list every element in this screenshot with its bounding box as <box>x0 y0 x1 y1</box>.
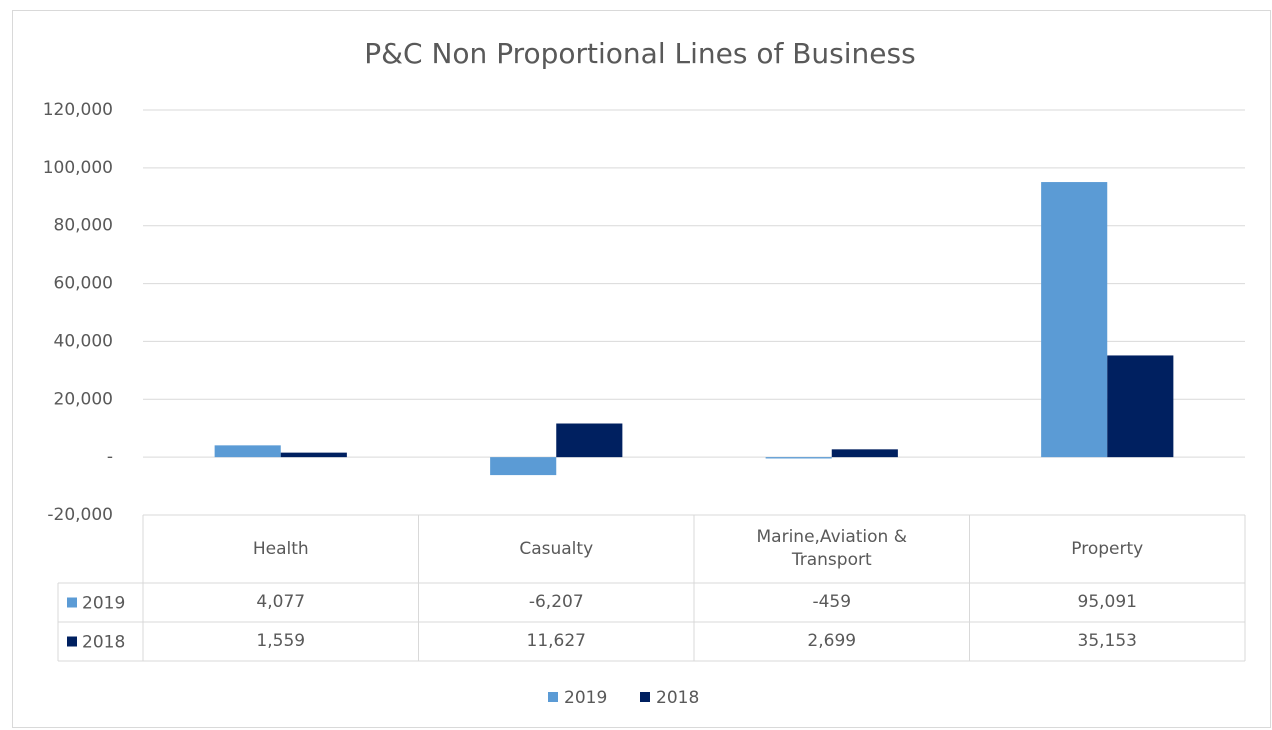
table-value: 2,699 <box>807 631 857 652</box>
table-value: 35,153 <box>1077 631 1137 652</box>
legend-key <box>548 692 558 702</box>
y-tick-label: -20,000 <box>47 505 113 525</box>
chart-title: P&C Non Proportional Lines of Business <box>364 37 915 70</box>
legend-label: 2018 <box>656 688 699 708</box>
bar <box>490 457 557 476</box>
table-value: -6,207 <box>528 592 584 613</box>
bar <box>765 457 832 459</box>
table-value: 11,627 <box>526 631 586 652</box>
table-legend-key <box>67 636 77 647</box>
category-label: Property <box>1071 538 1144 559</box>
table-series-label: 2018 <box>82 633 125 653</box>
table-series-label: 2019 <box>82 594 125 614</box>
category-label: Health <box>252 538 309 559</box>
y-tick-label: 100,000 <box>43 158 113 178</box>
table-value: 1,559 <box>256 631 306 652</box>
y-tick-label: 120,000 <box>43 100 113 120</box>
y-tick-label: 40,000 <box>54 331 113 351</box>
table-value: 4,077 <box>256 592 306 613</box>
y-tick-label: 20,000 <box>54 389 113 409</box>
bar <box>280 452 347 458</box>
bar <box>1041 182 1108 458</box>
bar <box>214 445 281 458</box>
y-tick-label: 60,000 <box>54 274 113 294</box>
table-legend-key <box>67 597 77 608</box>
bar <box>1107 355 1174 458</box>
bar <box>556 423 623 458</box>
bar <box>831 449 898 458</box>
category-label: Casualty <box>519 538 594 559</box>
table-value: -459 <box>812 592 852 613</box>
legend-key <box>640 692 650 702</box>
y-tick-label: - <box>107 447 113 467</box>
legend-label: 2019 <box>564 688 607 708</box>
table-value: 95,091 <box>1077 592 1137 613</box>
category-label: Marine,Aviation & Transport <box>756 527 908 570</box>
y-tick-label: 80,000 <box>54 216 113 236</box>
